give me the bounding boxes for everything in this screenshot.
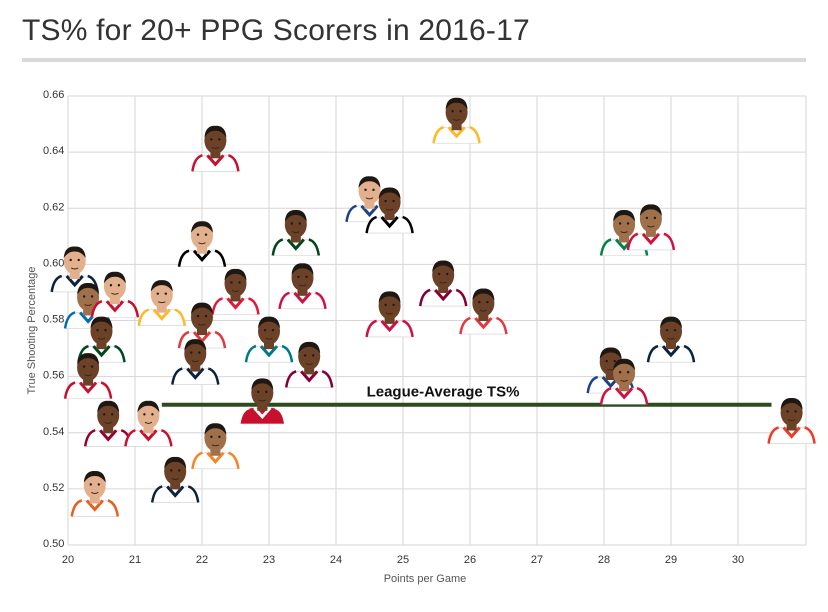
data-point (83, 400, 133, 447)
y-tick-label: 0.50 (43, 538, 64, 550)
x-tick-label: 26 (464, 554, 476, 566)
data-point (238, 378, 287, 425)
y-tick-label: 0.54 (43, 426, 64, 438)
data-point (90, 271, 140, 318)
y-tick-label: 0.58 (43, 314, 64, 326)
x-tick-label: 28 (598, 554, 610, 566)
x-axis-label: Points per Game (384, 573, 467, 585)
data-point (459, 288, 508, 335)
x-tick-label: 29 (665, 554, 677, 566)
y-axis-ticks: 0.50 0.52 0.54 0.56 0.58 0.60 0.62 0.64 0.66 (43, 89, 64, 550)
y-tick-label: 0.62 (43, 201, 64, 213)
x-tick-label: 23 (263, 554, 275, 566)
data-point (70, 470, 120, 517)
y-tick-label: 0.66 (43, 89, 64, 101)
data-point (646, 316, 696, 363)
data-point (177, 221, 227, 268)
data-point (211, 268, 260, 315)
data-point (150, 456, 200, 503)
data-point (626, 204, 676, 251)
y-tick-label: 0.56 (43, 370, 64, 382)
x-tick-label: 27 (531, 554, 543, 566)
data-point (171, 339, 220, 385)
data-point (191, 423, 240, 470)
x-tick-label: 30 (732, 554, 744, 566)
data-point (432, 97, 481, 144)
data-point (418, 260, 468, 307)
x-tick-label: 25 (397, 554, 409, 566)
data-points (50, 97, 816, 517)
y-tick-label: 0.64 (43, 145, 64, 157)
data-point (124, 400, 173, 447)
data-point (365, 291, 414, 338)
y-tick-label: 0.60 (43, 257, 64, 269)
page-title: TS% for 20+ PPG Scorers in 2016-17 (22, 14, 530, 47)
data-point (278, 263, 327, 310)
y-tick-label: 0.52 (43, 482, 64, 494)
y-axis-label: True Shooting Percentage (26, 266, 38, 394)
x-tick-label: 24 (330, 554, 342, 566)
data-point (191, 125, 240, 172)
data-point (244, 316, 294, 363)
data-point (599, 358, 649, 405)
data-point (271, 209, 321, 256)
title-underline (22, 58, 806, 62)
x-axis-ticks: 20 21 22 23 24 25 26 27 28 29 30 (62, 554, 744, 566)
data-point (63, 353, 113, 399)
data-point (365, 187, 414, 234)
data-point (767, 398, 816, 444)
league-average-label: League-Average TS% (367, 384, 520, 401)
x-tick-label: 21 (129, 554, 141, 566)
data-point (284, 341, 334, 388)
data-point (137, 280, 187, 326)
x-tick-label: 22 (196, 554, 208, 566)
x-tick-label: 20 (62, 554, 74, 566)
